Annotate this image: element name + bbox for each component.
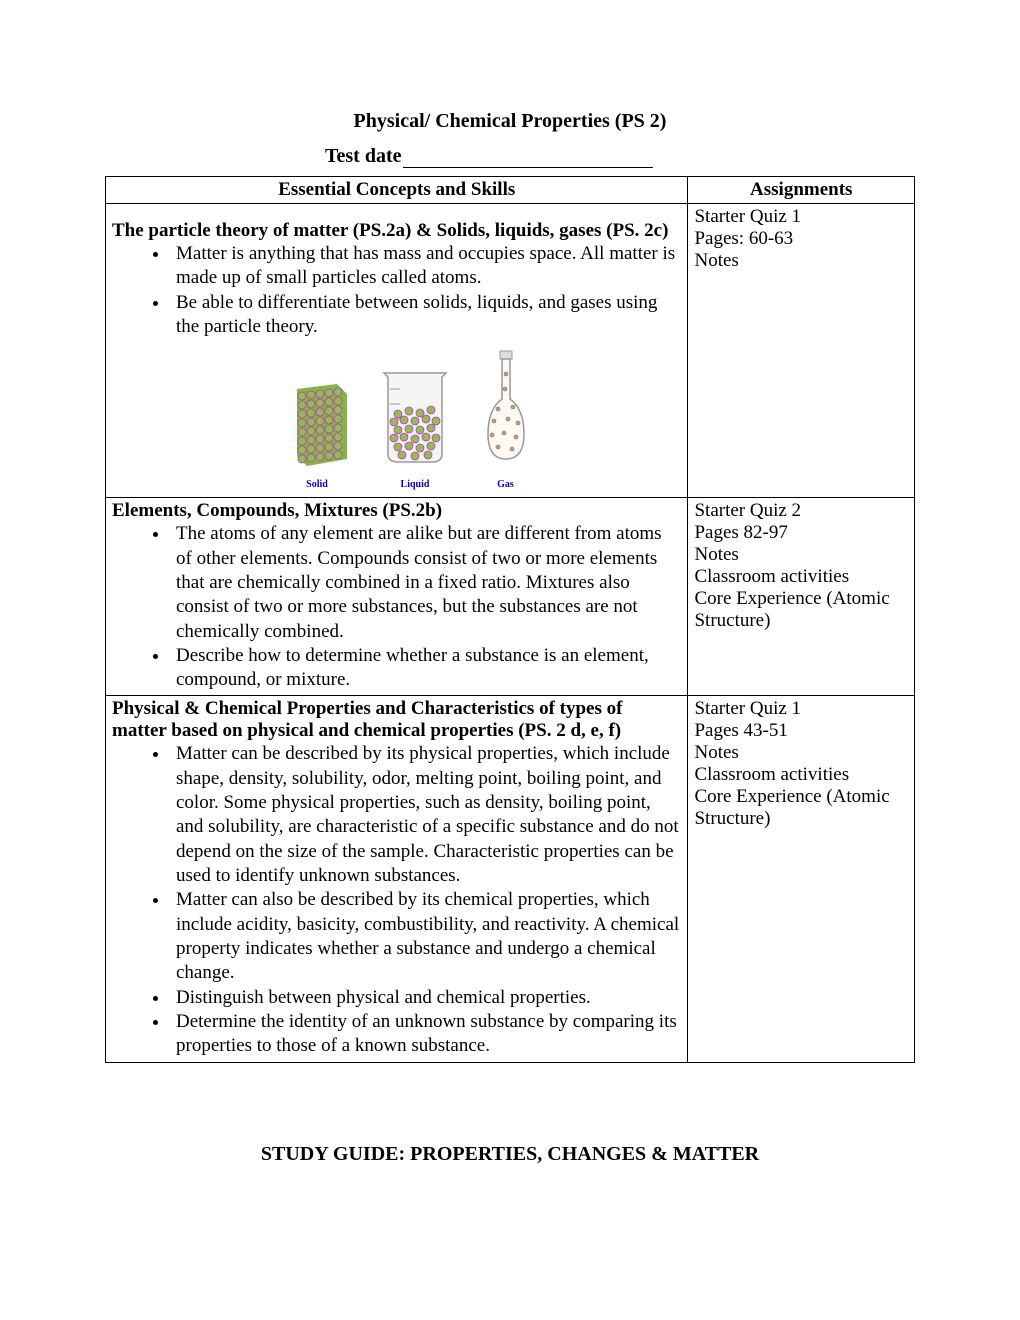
row3-heading: Physical & Chemical Properties and Chara… [112, 698, 681, 742]
row2-heading: Elements, Compounds, Mixtures (PS.2b) [112, 500, 681, 522]
row2-assignments-cell: Starter Quiz 2 Pages 82-97 Notes Classro… [688, 498, 915, 696]
solid-item: Solid [282, 379, 352, 490]
table-row: Elements, Compounds, Mixtures (PS.2b) Th… [106, 498, 915, 696]
list-item: Be able to differentiate between solids,… [170, 291, 681, 340]
list-item: Distinguish between physical and chemica… [170, 986, 681, 1010]
gas-label: Gas [478, 479, 533, 490]
header-concepts: Essential Concepts and Skills [106, 177, 688, 204]
solid-label: Solid [282, 479, 352, 490]
list-item: Matter can be described by its physical … [170, 742, 681, 888]
study-guide-heading: STUDY GUIDE: PROPERTIES, CHANGES & MATTE… [105, 1143, 915, 1166]
document-header: Physical/ Chemical Properties (PS 2) Tes… [105, 110, 915, 168]
row1-concepts-cell: The particle theory of matter (PS.2a) & … [106, 204, 688, 498]
test-date-blank [403, 167, 653, 168]
row1-bullets: Matter is anything that has mass and occ… [112, 242, 681, 339]
solid-icon [282, 379, 352, 469]
row1-assignments: Starter Quiz 1 Pages: 60-63 Notes [694, 206, 801, 271]
gas-icon [478, 349, 533, 469]
row2-bullets: The atoms of any element are alike but a… [112, 522, 681, 692]
row3-concepts-cell: Physical & Chemical Properties and Chara… [106, 696, 688, 1062]
liquid-label: Liquid [380, 479, 450, 490]
row3-assignments: Starter Quiz 1 Pages 43-51 Notes Classro… [694, 698, 889, 829]
list-item: Describe how to determine whether a subs… [170, 644, 681, 693]
table-header-row: Essential Concepts and Skills Assignment… [106, 177, 915, 204]
list-item: Determine the identity of an unknown sub… [170, 1010, 681, 1059]
gas-item: Gas [478, 349, 533, 490]
list-item: The atoms of any element are alike but a… [170, 522, 681, 644]
row1-assignments-cell: Starter Quiz 1 Pages: 60-63 Notes [688, 204, 915, 498]
row3-bullets: Matter can be described by its physical … [112, 742, 681, 1058]
document-title: Physical/ Chemical Properties (PS 2) [105, 110, 915, 133]
table-row: The particle theory of matter (PS.2a) & … [106, 204, 915, 498]
table-row: Physical & Chemical Properties and Chara… [106, 696, 915, 1062]
liquid-icon [380, 369, 450, 469]
list-item: Matter can also be described by its chem… [170, 888, 681, 985]
row3-assignments-cell: Starter Quiz 1 Pages 43-51 Notes Classro… [688, 696, 915, 1062]
test-date-label: Test date [325, 145, 401, 167]
row1-heading: The particle theory of matter (PS.2a) & … [112, 220, 681, 242]
concepts-table: Essential Concepts and Skills Assignment… [105, 176, 915, 1063]
header-assignments: Assignments [688, 177, 915, 204]
list-item: Matter is anything that has mass and occ… [170, 242, 681, 291]
liquid-item: Liquid [380, 369, 450, 490]
test-date-line: Test date [105, 145, 915, 168]
row2-concepts-cell: Elements, Compounds, Mixtures (PS.2b) Th… [106, 498, 688, 696]
states-of-matter-figure: Solid [112, 349, 681, 490]
row2-assignments: Starter Quiz 2 Pages 82-97 Notes Classro… [694, 500, 889, 631]
